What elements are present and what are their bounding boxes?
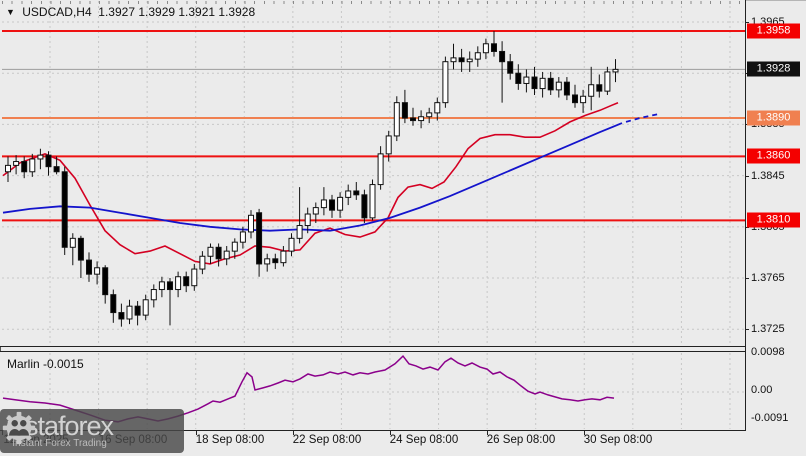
instaforex-gear-icon [2, 411, 36, 445]
horizontal-gridlines [2, 21, 745, 330]
chart-title: ▼ USDCAD,H4 1.3927 1.3929 1.3921 1.3928 [6, 5, 255, 19]
indicator-name-label: Marlin -0.0015 [7, 357, 84, 371]
price-tick-mark [745, 329, 749, 331]
ma-slow-blue-forecast [625, 113, 659, 123]
price-badge-1.3928: 1.3928 [747, 61, 800, 77]
price-badge-1.3810: 1.3810 [747, 212, 800, 228]
indicator-min-label: -0.0091 [751, 412, 789, 424]
time-axis-label: 24 Sep 08:00 [389, 434, 459, 446]
ma-fast-red [2, 101, 619, 265]
time-axis-label: 22 Sep 08:00 [292, 434, 362, 446]
time-minor-ticks [2, 1, 745, 4]
time-tick-mark [584, 431, 585, 435]
symbol-period-label: USDCAD,H4 [22, 5, 92, 19]
price-badge-1.3958: 1.3958 [747, 23, 800, 39]
symbol-dropdown-icon[interactable]: ▼ [6, 7, 15, 17]
price-axis-divider [745, 0, 746, 431]
watermark-tagline-text: Instant Forex Trading [12, 437, 107, 449]
time-axis-label: 30 Sep 08:00 [583, 434, 653, 446]
price-badge-1.3890: 1.3890 [747, 110, 800, 126]
time-tick-mark [390, 431, 391, 435]
indicator-max-label: 0.0098 [751, 346, 785, 358]
time-axis-label: 26 Sep 08:00 [486, 434, 556, 446]
time-tick-mark [293, 431, 294, 435]
panel-divider-bottom[interactable] [0, 351, 746, 352]
candlestick-chart[interactable] [0, 0, 746, 347]
price-level-lines [2, 29, 745, 222]
price-tick-mark [745, 175, 749, 177]
price-tick-mark [745, 22, 749, 24]
time-tick-mark [196, 431, 197, 435]
indicator-zero-label: 0.00 [751, 384, 773, 396]
time-tick-mark [487, 431, 488, 435]
price-tick-label: 1.3725 [751, 323, 785, 336]
ma-slow-blue [2, 122, 623, 232]
instaforex-watermark: instaforex Instant Forex Trading [0, 409, 184, 453]
candlestick-layer [5, 30, 619, 327]
time-axis-label: 18 Sep 08:00 [195, 434, 265, 446]
panel-divider-top[interactable] [0, 346, 746, 347]
ohlc-quotes: 1.3927 1.3929 1.3921 1.3928 [98, 5, 256, 19]
price-badge-1.3860: 1.3860 [747, 148, 800, 164]
price-tick-mark [745, 278, 749, 280]
main-price-panel[interactable] [0, 0, 746, 347]
price-tick-label: 1.3765 [751, 272, 785, 285]
price-tick-label: 1.3845 [751, 169, 785, 182]
time-axis-divider [0, 430, 746, 431]
